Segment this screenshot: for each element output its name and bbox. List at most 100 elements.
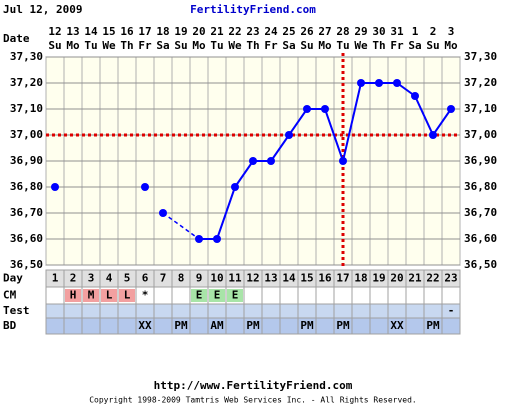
weekday-label: Fr xyxy=(138,39,152,52)
row-cell: 5 xyxy=(124,272,131,285)
row-cell: PM xyxy=(300,319,314,332)
date-label: 28 xyxy=(336,25,349,38)
temperature-point xyxy=(195,235,203,243)
temperature-point xyxy=(447,105,455,113)
cell-highlight xyxy=(83,289,99,302)
weekday-label: Tu xyxy=(336,39,349,52)
y-tick-label-right: 37,00 xyxy=(464,128,497,141)
row-cell: 7 xyxy=(160,272,167,285)
weekday-label: Tu xyxy=(210,39,223,52)
temperature-point xyxy=(231,183,239,191)
row-cell: H xyxy=(70,289,77,302)
weekday-label: Sa xyxy=(408,39,421,52)
row-cell: L xyxy=(124,289,131,302)
weekday-label: We xyxy=(354,39,368,52)
date-label: 22 xyxy=(228,25,241,38)
temperature-point xyxy=(339,157,347,165)
date-label: 3 xyxy=(448,25,455,38)
date-label: 17 xyxy=(138,25,151,38)
y-tick-label: 37,20 xyxy=(10,76,43,89)
row-cell: 21 xyxy=(408,272,422,285)
cell-highlight xyxy=(209,289,225,302)
date-label: 14 xyxy=(84,25,98,38)
row-cell: PM xyxy=(336,319,350,332)
row-cell: 14 xyxy=(282,272,296,285)
weekday-label: Sa xyxy=(156,39,169,52)
row-cell: PM xyxy=(174,319,188,332)
temperature-point xyxy=(303,105,311,113)
weekday-label: Su xyxy=(48,39,61,52)
y-tick-label: 36,90 xyxy=(10,154,43,167)
row-cell: 2 xyxy=(70,272,77,285)
date-label: 31 xyxy=(390,25,404,38)
row-cell: 8 xyxy=(178,272,185,285)
weekday-label: Th xyxy=(372,39,385,52)
row-cell: E xyxy=(232,289,239,302)
cell-highlight xyxy=(227,289,243,302)
y-tick-label: 37,10 xyxy=(10,102,43,115)
chart-title: FertilityFriend.com xyxy=(190,3,316,16)
row-cell: 6 xyxy=(142,272,149,285)
row-cell: * xyxy=(142,289,149,302)
date-label: 20 xyxy=(192,25,205,38)
chart-date: Jul 12, 2009 xyxy=(3,3,82,16)
cell-highlight xyxy=(191,289,207,302)
date-label: 25 xyxy=(282,25,295,38)
row-cell: L xyxy=(106,289,113,302)
weekday-label: Su xyxy=(426,39,439,52)
row-cell: PM xyxy=(426,319,440,332)
row-cell: 18 xyxy=(354,272,367,285)
weekday-label: Fr xyxy=(390,39,404,52)
row-cell: E xyxy=(214,289,221,302)
cell-highlight xyxy=(119,289,135,302)
date-label: 15 xyxy=(102,25,115,38)
weekday-label: Mo xyxy=(318,39,332,52)
row-cell: 16 xyxy=(318,272,332,285)
weekday-label: We xyxy=(228,39,242,52)
footer-copyright: Copyright 1998-2009 Tamtris Web Services… xyxy=(89,396,417,405)
row-cell: 19 xyxy=(372,272,385,285)
y-tick-label-right: 36,70 xyxy=(464,206,497,219)
y-tick-label-right: 36,80 xyxy=(464,180,497,193)
row-background xyxy=(45,303,461,319)
temperature-point xyxy=(249,157,257,165)
row-cell: 1 xyxy=(52,272,59,285)
weekday-label: We xyxy=(102,39,116,52)
row-cell: - xyxy=(448,304,455,317)
temperature-point xyxy=(51,183,59,191)
y-tick-label-right: 36,60 xyxy=(464,232,497,245)
temperature-point xyxy=(285,131,293,139)
weekday-label: Th xyxy=(246,39,259,52)
row-cell: M xyxy=(88,289,95,302)
row-label: Test xyxy=(3,304,30,317)
row-cell: 22 xyxy=(426,272,439,285)
temperature-point xyxy=(357,79,365,87)
weekday-label: Mo xyxy=(66,39,80,52)
date-label: 2 xyxy=(430,25,437,38)
weekday-label: Fr xyxy=(264,39,278,52)
row-label: CM xyxy=(3,289,17,302)
row-label: Day xyxy=(3,272,23,285)
date-label: 26 xyxy=(300,25,314,38)
temperature-point xyxy=(267,157,275,165)
row-cell: 13 xyxy=(264,272,277,285)
date-label: 27 xyxy=(318,25,331,38)
row-cell: 11 xyxy=(228,272,242,285)
footer-url: http://www.FertilityFriend.com xyxy=(154,379,353,392)
date-label: 18 xyxy=(156,25,169,38)
cell-highlight xyxy=(65,289,81,302)
row-cell: AM xyxy=(210,319,224,332)
temperature-point xyxy=(141,183,149,191)
y-tick-label-right: 36,50 xyxy=(464,258,497,271)
row-cell: 10 xyxy=(210,272,223,285)
date-row-label: Date xyxy=(3,32,30,45)
row-cell: 12 xyxy=(246,272,259,285)
y-tick-label-right: 37,10 xyxy=(464,102,497,115)
weekday-label: Th xyxy=(120,39,133,52)
row-cell: XX xyxy=(138,319,152,332)
y-tick-label-right: 37,30 xyxy=(464,50,497,63)
y-tick-label: 36,80 xyxy=(10,180,43,193)
y-tick-label: 37,30 xyxy=(10,50,43,63)
y-tick-label-right: 37,20 xyxy=(464,76,497,89)
